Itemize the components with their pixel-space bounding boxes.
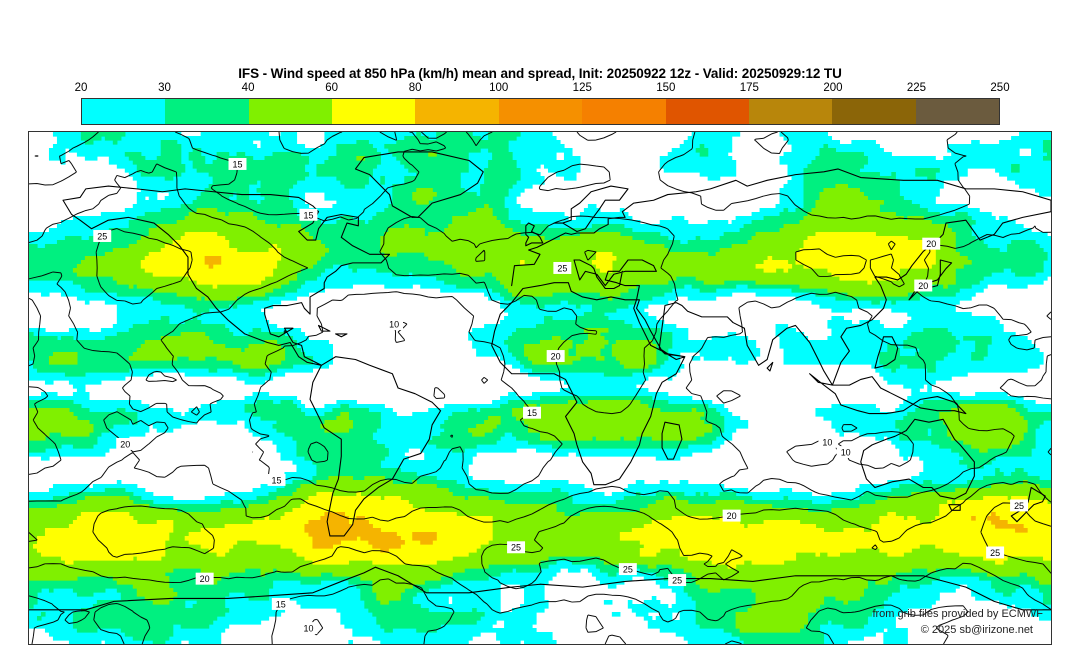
svg-text:25: 25 [97, 231, 107, 241]
contour-label-10: 10 [818, 435, 837, 448]
contour-label-10: 10 [836, 446, 855, 459]
colorbar-segment-175 [748, 99, 833, 124]
colorbar-segment-30 [165, 99, 249, 124]
colorbar-tick-40: 40 [241, 82, 255, 94]
colorbar-tick-60: 60 [325, 82, 339, 94]
svg-text:10: 10 [822, 437, 832, 447]
colorbar-tick-150: 150 [656, 82, 676, 94]
contour-label-25: 25 [618, 563, 637, 576]
svg-text:10: 10 [841, 448, 851, 458]
colorbar-segment-150 [665, 99, 749, 124]
svg-text:10: 10 [303, 624, 313, 634]
contour-label-20: 20 [722, 509, 741, 522]
svg-text:25: 25 [623, 565, 633, 575]
svg-text:20: 20 [926, 239, 936, 249]
colorbar-tick-100: 100 [489, 82, 509, 94]
contour-label-10: 10 [385, 318, 404, 331]
svg-text:15: 15 [232, 159, 242, 169]
colorbar-segment-20 [82, 99, 166, 124]
svg-text:25: 25 [990, 548, 1000, 558]
colorbar-tick-250: 250 [990, 82, 1010, 94]
coastlines [29, 151, 1051, 611]
svg-text:15: 15 [527, 408, 537, 418]
spread-contour-15 [29, 132, 1015, 644]
svg-text:20: 20 [918, 281, 928, 291]
svg-text:20: 20 [120, 439, 130, 449]
contour-label-20: 20 [195, 572, 214, 585]
contour-label-20: 20 [922, 237, 941, 250]
contour-label-10: 10 [299, 622, 318, 635]
svg-text:10: 10 [389, 320, 399, 330]
svg-text:15: 15 [272, 475, 282, 485]
colorbar-gradient [81, 98, 1000, 125]
colorbar-tick-175: 175 [739, 82, 759, 94]
contour-label-20: 20 [546, 350, 565, 363]
colorbar-segment-100 [498, 99, 583, 124]
contour-label-15: 15 [523, 406, 541, 419]
colorbar-tick-30: 30 [158, 82, 171, 94]
contour-label-15: 15 [228, 157, 247, 170]
copyright-notice: © 2025 sb@irizone.net [920, 624, 1033, 636]
svg-text:25: 25 [557, 263, 567, 273]
colorbar-segment-200 [832, 99, 916, 124]
contour-label-25: 25 [986, 546, 1005, 559]
colorbar-tick-125: 125 [572, 82, 592, 94]
world-wind-speed-field: 10 10 10 10 15 15 15 15 15 20 20 20 20 20 20 25 25 25 25 25… [29, 132, 1051, 644]
data-source-credit: from grib files provided by ECMWF [872, 608, 1043, 620]
contour-label-15: 15 [299, 208, 318, 221]
colorbar-segment-60 [332, 99, 416, 124]
colorbar-tick-labels: 20 30 40 60 80 100 125 150 175 200 225 250 [75, 82, 1010, 96]
contour-label-15: 15 [271, 597, 290, 610]
colorbar-tick-200: 200 [823, 82, 843, 94]
svg-text:25: 25 [511, 543, 521, 553]
colorbar-segment-80 [415, 99, 499, 124]
contour-labels: 10 10 10 10 15 15 15 15 15 20 20 20 20 20 20 25 25 25 25 25… [93, 157, 1029, 635]
contour-label-25: 25 [93, 230, 112, 242]
coastline-path [29, 151, 1051, 611]
svg-text:20: 20 [727, 511, 737, 521]
svg-text:20: 20 [551, 352, 561, 362]
spread-contour-20 [29, 132, 1051, 644]
contour-label-25: 25 [507, 541, 526, 554]
contour-label-20: 20 [914, 279, 933, 292]
svg-text:20: 20 [200, 574, 210, 584]
colorbar-tick-225: 225 [906, 82, 927, 94]
colorbar-tick-20: 20 [74, 82, 88, 94]
contour-label-20: 20 [116, 438, 135, 450]
svg-text:15: 15 [303, 210, 313, 220]
contour-label-15: 15 [267, 473, 286, 486]
map-panel[interactable]: 10 10 10 10 15 15 15 15 15 20 20 20 20 20 20 25 25 25 25 25… [28, 131, 1052, 645]
colorbar: 20 30 40 60 80 100 125 150 175 200 225 250 [75, 82, 1010, 125]
page-title: IFS - Wind speed at 850 hPa (km/h) mean … [238, 66, 842, 81]
svg-text:15: 15 [276, 599, 286, 609]
contour-label-25: 25 [553, 261, 572, 274]
colorbar-tick-80: 80 [408, 82, 422, 94]
colorbar-segment-40 [248, 99, 333, 124]
contour-label-25: 25 [1010, 499, 1029, 512]
contour-label-25: 25 [668, 574, 687, 587]
svg-text:25: 25 [1014, 501, 1024, 511]
colorbar-segment-225 [915, 99, 999, 124]
colorbar-segment-125 [582, 99, 666, 124]
wind-band-ffff00 [32, 231, 1051, 569]
svg-text:25: 25 [672, 576, 682, 586]
